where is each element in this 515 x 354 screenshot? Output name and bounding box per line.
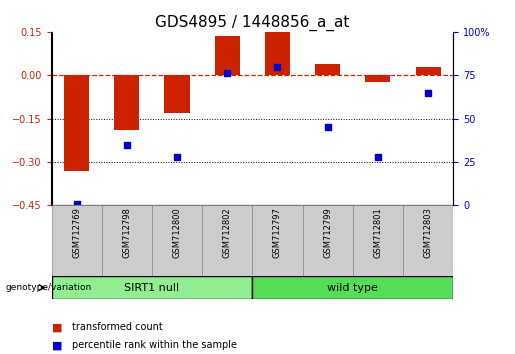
Bar — [114, 75, 140, 130]
Text: SIRT1 null: SIRT1 null — [124, 282, 180, 293]
Bar — [303, 205, 353, 276]
Bar — [52, 276, 252, 299]
Bar — [52, 205, 102, 276]
Bar — [152, 205, 202, 276]
Bar — [215, 36, 240, 75]
Point — [223, 71, 231, 76]
Bar — [202, 205, 252, 276]
Bar — [353, 205, 403, 276]
Text: genotype/variation: genotype/variation — [5, 283, 91, 292]
Title: GDS4895 / 1448856_a_at: GDS4895 / 1448856_a_at — [155, 14, 350, 30]
Point — [123, 142, 131, 148]
Bar — [64, 75, 89, 171]
Text: GSM712769: GSM712769 — [72, 207, 81, 258]
Text: ■: ■ — [52, 322, 62, 332]
Point — [323, 125, 332, 130]
Text: GSM712798: GSM712798 — [123, 207, 131, 258]
Text: transformed count: transformed count — [72, 322, 163, 332]
Bar — [252, 205, 303, 276]
Text: percentile rank within the sample: percentile rank within the sample — [72, 340, 237, 350]
Text: GSM712800: GSM712800 — [173, 207, 181, 258]
Point — [374, 154, 382, 160]
Text: ■: ■ — [52, 340, 62, 350]
Point — [273, 64, 282, 69]
Bar — [265, 32, 290, 75]
Bar — [164, 75, 190, 113]
Text: wild type: wild type — [328, 282, 378, 293]
Text: GSM712803: GSM712803 — [424, 207, 433, 258]
Text: GSM712802: GSM712802 — [223, 207, 232, 258]
Point — [173, 154, 181, 160]
Point — [424, 90, 432, 96]
Text: GSM712801: GSM712801 — [373, 207, 382, 258]
Bar — [315, 64, 340, 75]
Bar — [252, 276, 453, 299]
Bar — [365, 75, 390, 82]
Bar — [416, 67, 441, 75]
Bar — [102, 205, 152, 276]
Bar — [403, 205, 453, 276]
Text: GSM712797: GSM712797 — [273, 207, 282, 258]
Text: GSM712799: GSM712799 — [323, 207, 332, 258]
Point — [73, 202, 81, 207]
